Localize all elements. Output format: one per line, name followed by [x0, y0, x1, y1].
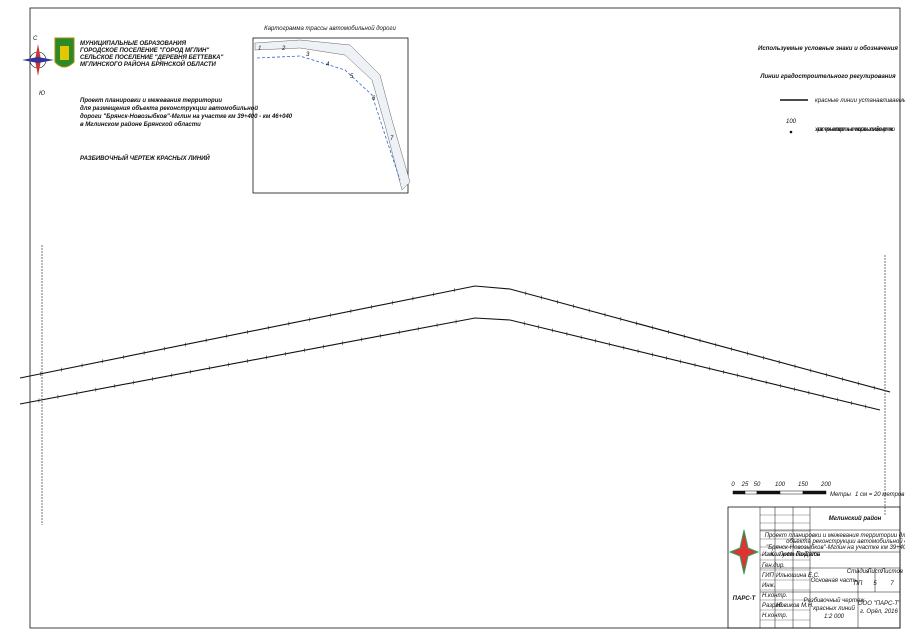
role: Разраб.	[762, 603, 784, 609]
inset-label: 2	[281, 46, 286, 52]
column-header: Кол.уч	[771, 552, 789, 558]
column-header: Подпись	[796, 552, 820, 558]
inset-title: Картограмма трассы автомобильной дороги	[264, 25, 396, 32]
sheet-title: 1:2 000	[824, 614, 845, 620]
legend-item: характерные и поворотные точки красных л…	[814, 126, 896, 133]
role: Н.контр.	[762, 593, 787, 599]
role: Инж.	[762, 583, 775, 589]
project-line: Проект планировки и межевания территории	[80, 98, 222, 104]
role: Н.контр.	[762, 613, 787, 619]
stage-header: Листов	[880, 569, 903, 575]
title-block	[727, 506, 901, 629]
frame	[29, 7, 901, 629]
stage-header: Стадия	[847, 569, 870, 575]
district: Мглинский район	[829, 515, 882, 522]
coat-of-arms	[54, 37, 75, 68]
scale-tick: 200	[820, 482, 832, 488]
inset-label: 4	[326, 62, 330, 68]
project-line: дороги "Брянск-Новозыбков"-Мглин на учас…	[80, 113, 293, 120]
inset-label: 6	[372, 96, 376, 102]
project: объекта реконструкции автомобильной доро…	[786, 538, 905, 545]
scale-unit: Метры	[830, 492, 852, 498]
stage-value: 7	[890, 581, 894, 587]
column-header: № док.	[788, 551, 807, 558]
column-header: Изм.	[762, 552, 775, 558]
legend-number: 100	[786, 119, 797, 125]
org-line: МУНИЦИПАЛЬНЫЕ ОБРАЗОВАНИЯ	[80, 41, 187, 47]
inset-corridor	[254, 39, 411, 191]
scale-bar	[744, 490, 758, 495]
legend-subtitle: Линии градостроительного регулирования	[759, 74, 896, 80]
inset-frame	[252, 37, 409, 194]
project-line: для размещения объекта реконструкции авт…	[80, 105, 258, 112]
compass-n: С	[33, 36, 38, 42]
inset-label: 3	[306, 52, 310, 58]
project-line: в Мглинском районе Брянской области	[80, 121, 201, 128]
column-header: Дата	[804, 552, 821, 558]
drawing-title: РАЗБИВОЧНЫЙ ЧЕРТЕЖ КРАСНЫХ ЛИНИЙ	[80, 154, 210, 162]
compass-s: Ю	[39, 91, 45, 97]
name: Новиков М.Н.	[776, 603, 814, 609]
scale-tick: 50	[754, 482, 761, 488]
inset-label: 1	[258, 46, 261, 52]
scale-bar	[802, 490, 827, 495]
stage-value: ПП	[854, 581, 863, 587]
legend-item: красные линии устанавливаемые	[815, 98, 905, 104]
company: г. Орёл, 2016	[860, 609, 898, 615]
sheet-title: Разбивочный чертеж	[804, 597, 866, 604]
scale-tick: 100	[775, 482, 786, 488]
scale-tick: 0	[731, 482, 735, 488]
role: ГИП	[762, 573, 775, 579]
name: Ильюшина Е.С.	[776, 573, 820, 579]
role: Ген.дир.	[762, 563, 785, 569]
scale-bar	[756, 490, 781, 495]
org-line: МГЛИНСКОГО РАЙОНА БРЯНСКОЙ ОБЛАСТИ	[80, 60, 217, 68]
org-line: ГОРОДСКОЕ ПОСЕЛЕНИЕ "ГОРОД МГЛИН"	[80, 48, 209, 54]
scale-tick: 25	[741, 482, 749, 488]
legend-point	[789, 130, 793, 134]
project: Проект планировки и межевания территории…	[765, 533, 905, 539]
scale-tick: 150	[798, 482, 809, 488]
org-line: СЕЛЬСКОЕ ПОСЕЛЕНИЕ "ДЕРЕВНЯ БЕТТЕВКА"	[80, 55, 223, 61]
legend-title: Используемые условные знаки и обозначени…	[758, 45, 898, 52]
compass	[22, 44, 54, 76]
company: ООО "ПАРС-Т"	[858, 601, 901, 607]
scale-bar	[732, 490, 746, 495]
scale-ratio: 1 см = 20 метров	[855, 492, 904, 498]
inset-road	[256, 55, 401, 181]
part: Основная часть	[811, 578, 858, 584]
sheet-title: красных линий	[813, 605, 855, 612]
column-header: Лист	[778, 552, 794, 558]
logo-text: ПАРС-Т	[733, 596, 757, 602]
stage-value: 5	[873, 581, 877, 587]
project: "Брянск-Новозыбков"-Мглин на участке км …	[766, 545, 905, 551]
inset-label: 7	[390, 136, 394, 142]
stage-header: Лист	[866, 569, 882, 575]
scale-bar	[779, 490, 804, 495]
logo-star	[728, 529, 760, 575]
inset-label: 5	[350, 74, 354, 80]
